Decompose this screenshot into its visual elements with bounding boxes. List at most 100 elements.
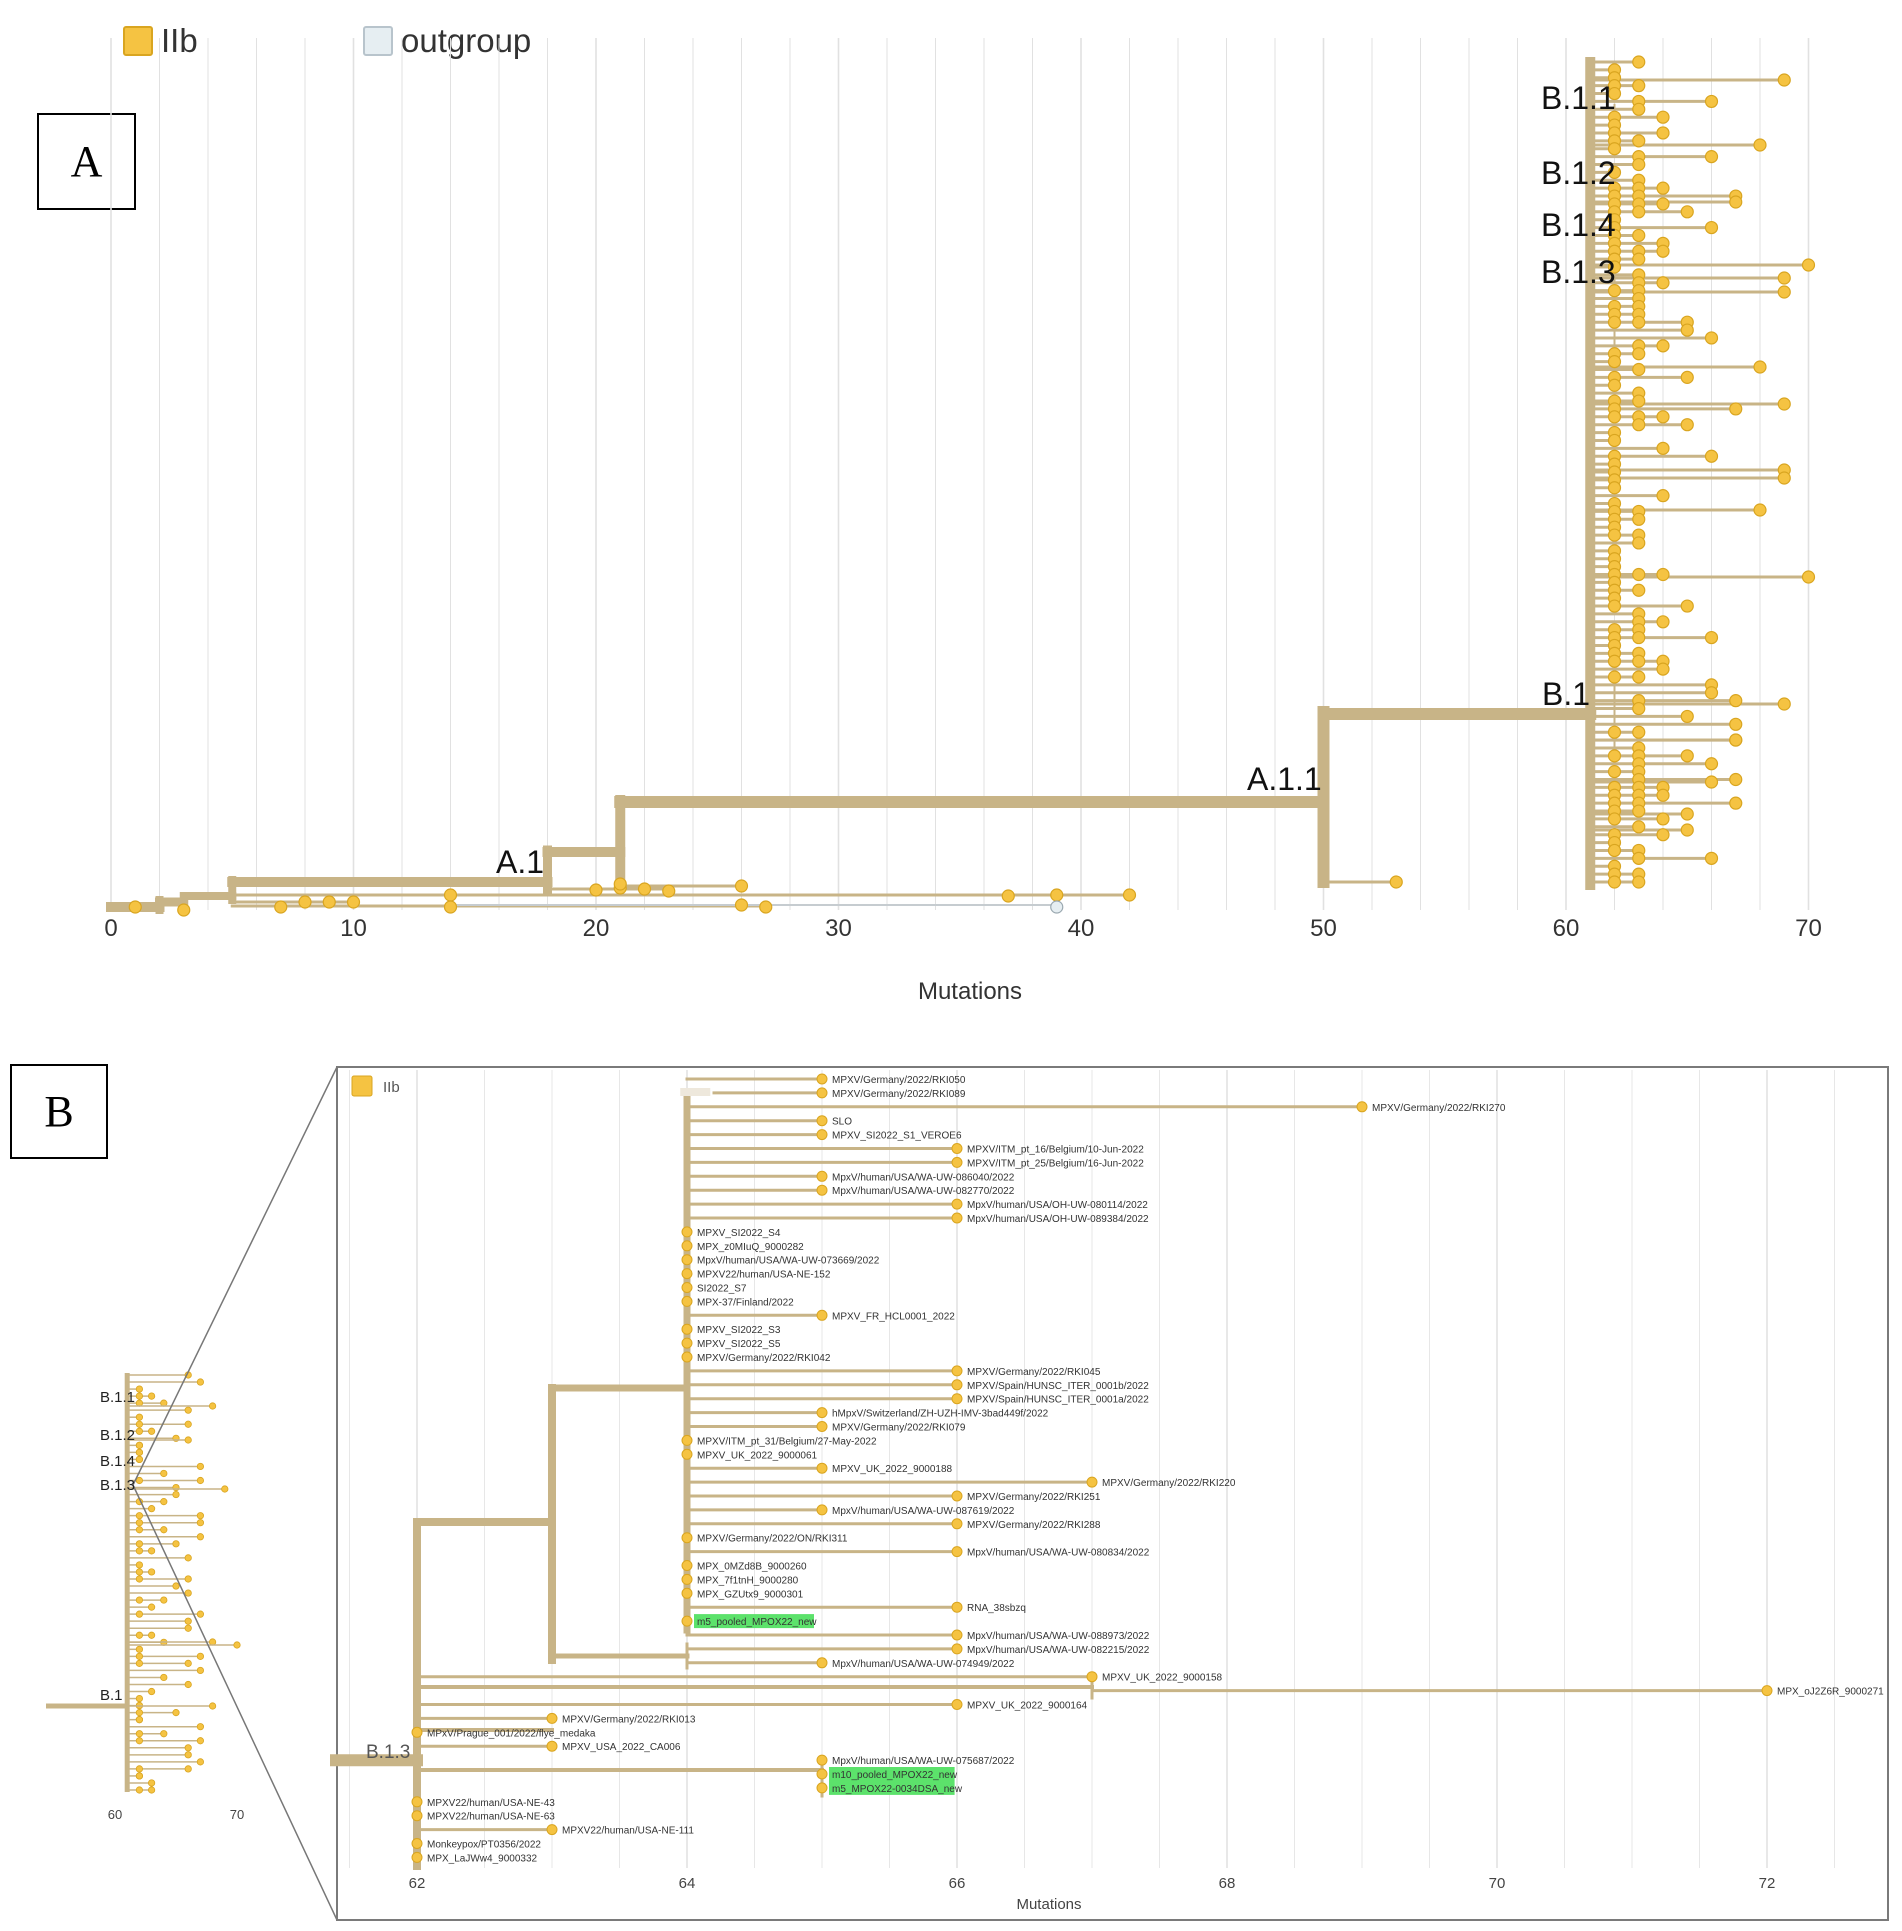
tip bbox=[546, 1824, 558, 1836]
tip bbox=[1729, 733, 1743, 747]
tip bbox=[1632, 725, 1646, 739]
tip-label: MPXV/Germany/2022/RKI251 bbox=[967, 1492, 1101, 1503]
tip bbox=[1680, 418, 1694, 432]
overview-tip bbox=[160, 1469, 168, 1478]
tip bbox=[1753, 503, 1767, 517]
tip bbox=[951, 1393, 963, 1405]
panel-a-legend-iib[interactable]: IIb bbox=[123, 22, 198, 60]
tip bbox=[951, 1601, 963, 1613]
overview-tip bbox=[135, 1652, 143, 1660]
x-tick-label: 60 bbox=[1553, 915, 1580, 942]
panel-a-label: A bbox=[37, 113, 136, 210]
tip-label: MPX_GZUtx9_9000301 bbox=[697, 1589, 804, 1600]
tip bbox=[1656, 662, 1670, 676]
tip bbox=[1632, 394, 1646, 408]
tip bbox=[1607, 165, 1622, 179]
tip bbox=[816, 1073, 828, 1085]
overview-tip bbox=[135, 1561, 143, 1569]
tip bbox=[1801, 570, 1816, 584]
tip bbox=[1801, 258, 1816, 272]
tip bbox=[1607, 410, 1622, 424]
tip bbox=[128, 900, 142, 914]
tip bbox=[1753, 138, 1767, 152]
overview-tip bbox=[196, 1519, 204, 1527]
panel-a-legend-outgroup[interactable]: outgroup bbox=[363, 22, 531, 60]
tip bbox=[411, 1851, 423, 1863]
tip bbox=[1680, 205, 1694, 219]
overview-tip bbox=[184, 1575, 192, 1583]
tip bbox=[1704, 757, 1719, 771]
clade-label-b13: B.1.3 bbox=[1541, 254, 1616, 290]
tip-label: MPXV_SI2022_S3 bbox=[697, 1325, 781, 1336]
tip-label: MPX_0MZd8B_9000260 bbox=[697, 1562, 807, 1573]
overview-tip bbox=[135, 1610, 143, 1618]
tip bbox=[1607, 725, 1622, 739]
tip-label: MPXV/Germany/2022/RKI270 bbox=[1372, 1103, 1506, 1114]
x-tick-label: 40 bbox=[1068, 915, 1095, 942]
tip bbox=[951, 1629, 963, 1641]
tip bbox=[681, 1282, 693, 1293]
overview-tip bbox=[135, 1694, 143, 1703]
tip-label: MPXV_UK_2022_9000188 bbox=[832, 1464, 953, 1475]
clade-label-b12: B.1.2 bbox=[1541, 155, 1616, 191]
x-tick-label: 70 bbox=[1795, 915, 1822, 942]
overview-clade-b13: B.1.3 bbox=[100, 1477, 135, 1494]
tip bbox=[681, 1587, 693, 1599]
tip bbox=[734, 879, 749, 893]
tip bbox=[816, 1657, 828, 1669]
tip bbox=[1656, 828, 1670, 842]
tip bbox=[1607, 843, 1622, 858]
tip-label: SLO bbox=[832, 1117, 852, 1128]
overview-tip bbox=[135, 1448, 143, 1456]
tip bbox=[1656, 615, 1670, 629]
tip bbox=[546, 1712, 558, 1724]
tip bbox=[411, 1796, 423, 1808]
tip bbox=[1632, 875, 1646, 889]
tip bbox=[1632, 134, 1646, 148]
zoom-connector-bottom bbox=[132, 1484, 338, 1921]
tip bbox=[1729, 717, 1743, 731]
tip bbox=[1632, 804, 1646, 818]
tip-label: MpxV/human/USA/OH-UW-080114/2022 bbox=[967, 1200, 1148, 1211]
tip-label: m10_pooled_MPOX22_new bbox=[832, 1770, 958, 1781]
tip-label: MpxV/human/USA/WA-UW-073669/2022 bbox=[697, 1256, 880, 1267]
panel-b-legend-iib[interactable]: IIb bbox=[383, 1079, 400, 1096]
x-tick-label: 20 bbox=[583, 915, 610, 942]
overview-tip bbox=[135, 1709, 143, 1717]
tip-label: MPX-37/Finland/2022 bbox=[697, 1297, 794, 1308]
tip-label: MpxV/human/USA/WA-UW-082215/2022 bbox=[967, 1645, 1150, 1656]
tip bbox=[1607, 355, 1622, 369]
tip bbox=[1086, 1476, 1098, 1488]
tip bbox=[613, 877, 627, 891]
tip-label: SI2022_S7 bbox=[697, 1284, 747, 1295]
tip bbox=[1656, 788, 1670, 802]
overview-tip bbox=[233, 1641, 241, 1649]
tip bbox=[1632, 252, 1646, 266]
tip bbox=[681, 1573, 693, 1585]
overview-tip bbox=[221, 1485, 229, 1493]
tip bbox=[1656, 197, 1670, 211]
tip bbox=[816, 1754, 828, 1766]
tip bbox=[1632, 315, 1646, 329]
tip bbox=[298, 895, 312, 909]
tip bbox=[1632, 228, 1646, 243]
tip bbox=[1607, 142, 1622, 156]
tip-label: MPXV_UK_2022_9000158 bbox=[1102, 1673, 1223, 1684]
x-tick-label: 64 bbox=[679, 1875, 696, 1892]
tip-label: MPXV/ITM_pt_25/Belgium/16-Jun-2022 bbox=[967, 1158, 1144, 1169]
tip-label: MPX_LaJWw4_9000332 bbox=[427, 1853, 538, 1864]
tip-label: MPXV22/human/USA-NE-111 bbox=[562, 1826, 694, 1837]
overview-tip bbox=[209, 1402, 217, 1410]
tip bbox=[681, 1615, 693, 1627]
x-tick-label: 72 bbox=[1759, 1875, 1776, 1892]
tip bbox=[1607, 315, 1622, 329]
tip bbox=[1777, 285, 1791, 299]
tip-label: MPXV_USA_2022_CA006 bbox=[562, 1742, 681, 1753]
tip bbox=[1656, 567, 1670, 582]
tip-label: hMpxV/Switzerland/ZH-UZH-IMV-3bad449f/20… bbox=[832, 1409, 1049, 1420]
tip bbox=[1122, 888, 1137, 902]
tip bbox=[1632, 418, 1646, 432]
tip-label: MpxV/human/USA/WA-UW-087619/2022 bbox=[832, 1506, 1015, 1517]
tip bbox=[1607, 599, 1622, 613]
